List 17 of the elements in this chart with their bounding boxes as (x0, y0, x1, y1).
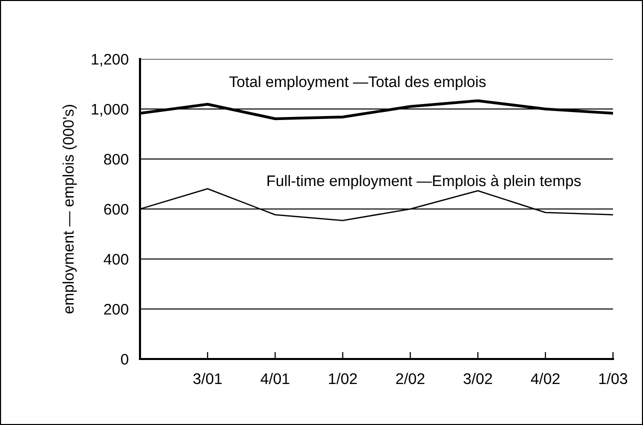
y-tick-label: 600 (104, 204, 128, 215)
y-tick-label: 800 (104, 154, 128, 165)
x-tick-label: 4/02 (530, 372, 560, 384)
y-tick-label: 0 (120, 354, 128, 365)
x-tick-label: 3/01 (193, 372, 222, 384)
x-tick-label: 1/02 (329, 372, 357, 384)
y-tick-label: 200 (104, 304, 128, 315)
x-tick-label: 4/01 (260, 372, 290, 384)
x-tick-label: 1/03 (599, 372, 628, 384)
y-tick-label: 1,200 (92, 54, 128, 66)
x-tick-label: 2/02 (396, 372, 424, 384)
series-label: Full-time employment —Emplois à plein temps (268, 174, 581, 190)
y-axis-title: employment — emplois (000's) (62, 104, 77, 314)
series-label: Total employment —Total des emplois (229, 76, 486, 90)
y-tick-label: 1,000 (92, 104, 128, 116)
y-tick-label: 400 (104, 254, 128, 265)
x-tick-label: 3/02 (464, 372, 492, 384)
